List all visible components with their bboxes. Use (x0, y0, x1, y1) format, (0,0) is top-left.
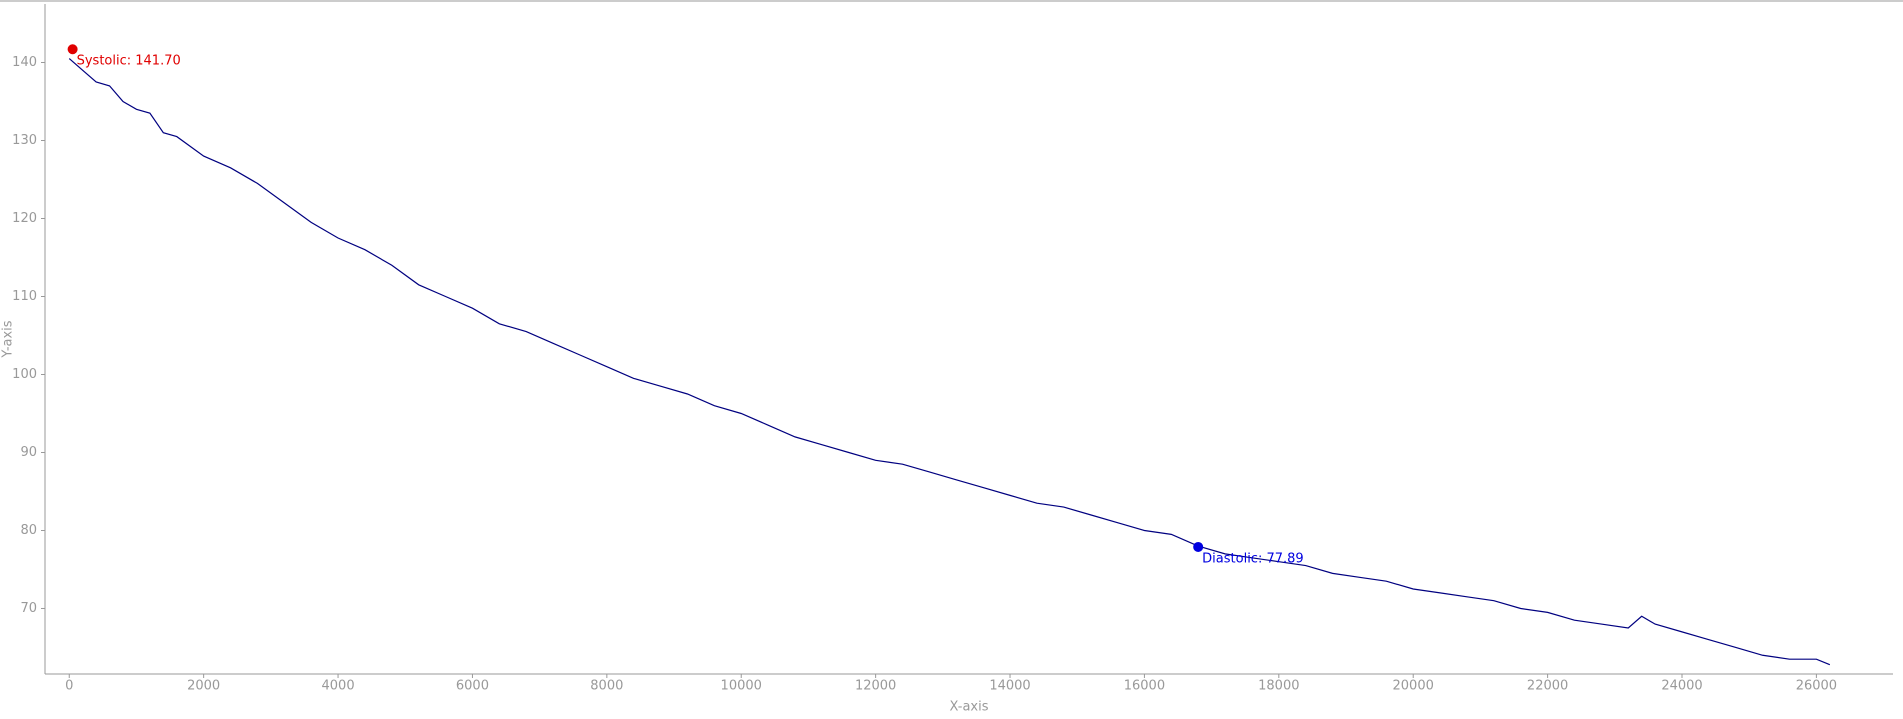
x-tick-label: 18000 (1258, 679, 1299, 694)
x-tick-label: 22000 (1527, 679, 1568, 694)
x-tick-label: 6000 (456, 679, 489, 694)
y-tick-label: 70 (20, 601, 37, 616)
x-tick-label: 10000 (721, 679, 762, 694)
annotation-label: Diastolic: 77.89 (1202, 551, 1304, 566)
x-tick-label: 14000 (989, 679, 1030, 694)
x-tick-label: 12000 (855, 679, 896, 694)
x-tick-label: 16000 (1124, 679, 1165, 694)
x-tick-label: 24000 (1661, 679, 1702, 694)
x-tick-label: 2000 (187, 679, 220, 694)
y-tick-label: 140 (12, 55, 37, 70)
y-tick-label: 90 (20, 445, 37, 460)
x-tick-label: 20000 (1393, 679, 1434, 694)
y-tick-label: 80 (20, 523, 37, 538)
peak-marker (1193, 541, 1204, 552)
x-tick-label: 26000 (1796, 679, 1837, 694)
x-tick-label: 4000 (322, 679, 355, 694)
y-axis-label: Y-axis (1, 320, 16, 358)
peak-marker (67, 44, 78, 55)
line (68, 58, 1831, 666)
x-tick-label: 0 (65, 679, 73, 694)
y-tick-label: 110 (12, 289, 37, 304)
x-tick-label: 8000 (590, 679, 623, 694)
annotation-label: Systolic: 141.70 (77, 54, 181, 69)
y-tick-label: 100 (12, 367, 37, 382)
y-tick-label: 120 (12, 211, 37, 226)
y-tick-label: 130 (12, 133, 37, 148)
x-axis-label: X-axis (950, 700, 989, 715)
